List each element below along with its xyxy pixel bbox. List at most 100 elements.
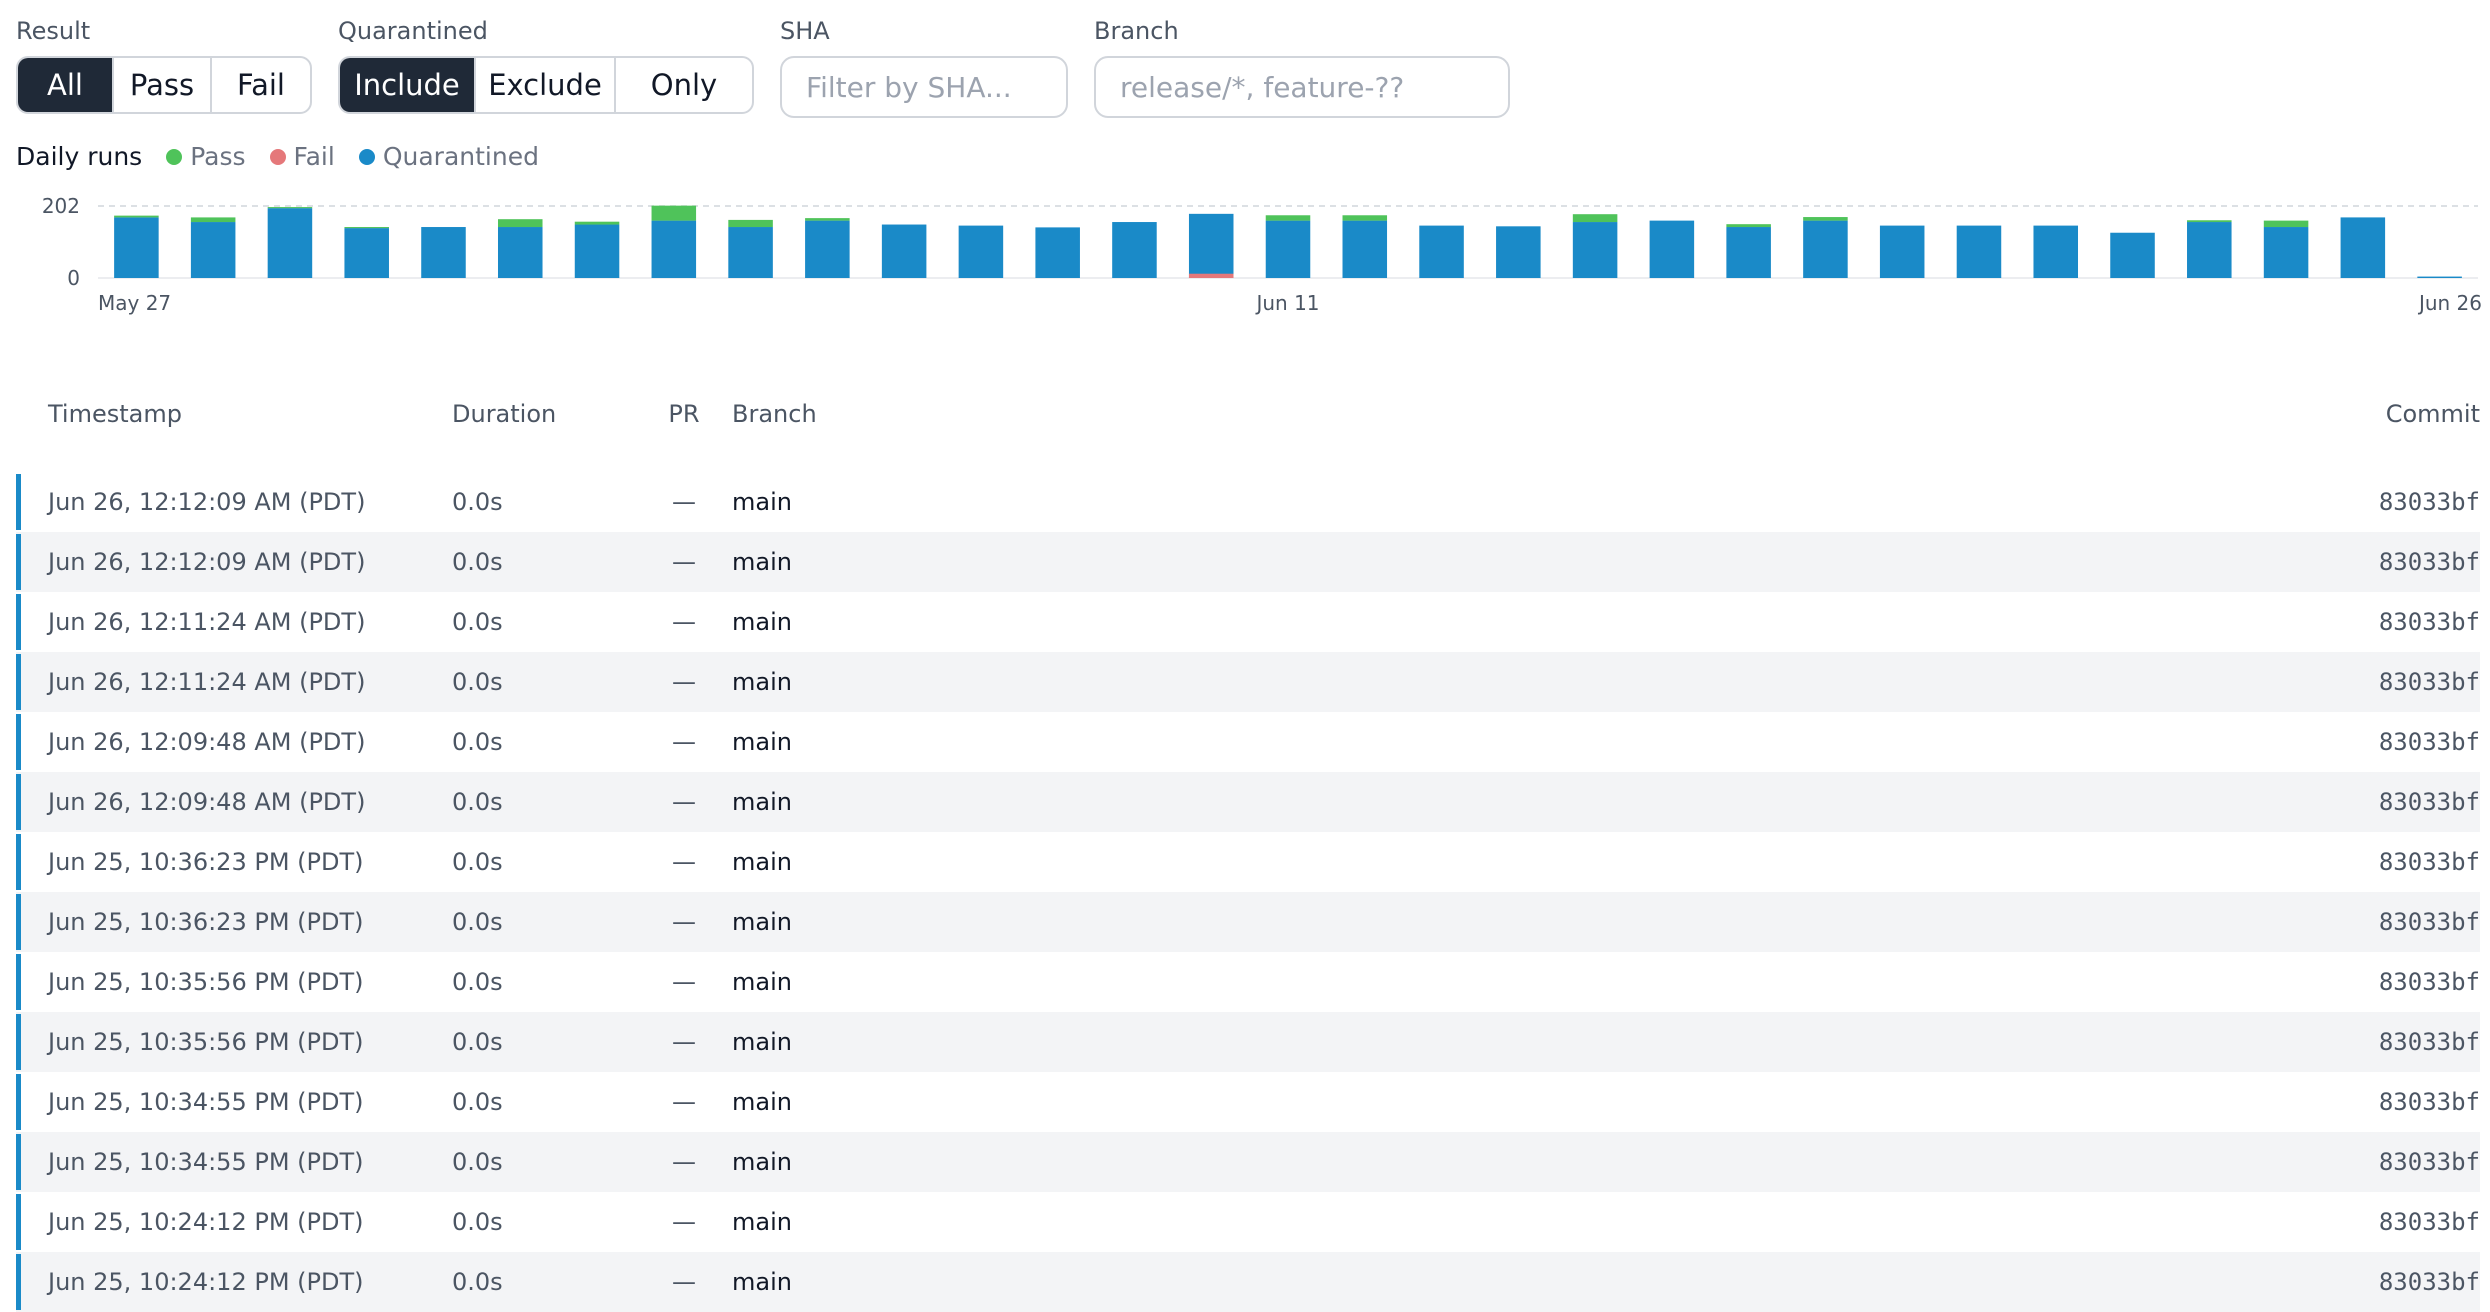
commit-cell[interactable]: 83033bf xyxy=(2378,1208,2480,1236)
table-body: Jun 26, 12:12:09 AM (PDT) 0.0s — main 83033b… xyxy=(16,472,2480,1312)
pr-cell: — xyxy=(672,1028,696,1056)
table-row[interactable]: Jun 25, 10:34:55 PM (PDT) 0.0s — main 83033b… xyxy=(16,1132,2480,1192)
table-row[interactable]: Jun 26, 12:09:48 AM (PDT) 0.0s — main 83033b… xyxy=(16,712,2480,772)
bar-segment-pass xyxy=(574,221,620,225)
commit-cell[interactable]: 83033bf xyxy=(2378,1088,2480,1116)
bar-segment-pass xyxy=(497,219,543,228)
quarantined-segmented-control: Include Exclude Only xyxy=(338,56,754,114)
timestamp-cell: Jun 26, 12:09:48 AM (PDT) xyxy=(48,728,366,756)
branch-cell: main xyxy=(732,848,792,876)
table-row[interactable]: Jun 25, 10:36:23 PM (PDT) 0.0s — main 83033b… xyxy=(16,832,2480,892)
table-row[interactable]: Jun 26, 12:12:09 AM (PDT) 0.0s — main 83033b… xyxy=(16,532,2480,592)
branch-cell: main xyxy=(732,548,792,576)
branch-cell: main xyxy=(732,1268,792,1296)
table-row[interactable]: Jun 25, 10:36:23 PM (PDT) 0.0s — main 83033b… xyxy=(16,892,2480,952)
commit-cell[interactable]: 83033bf xyxy=(2378,788,2480,816)
table-row[interactable]: Jun 25, 10:34:55 PM (PDT) 0.0s — main 83033b… xyxy=(16,1072,2480,1132)
duration-cell: 0.0s xyxy=(452,1148,503,1176)
duration-cell: 0.0s xyxy=(452,728,503,756)
commit-cell[interactable]: 83033bf xyxy=(2378,908,2480,936)
bar-segment-quarantined xyxy=(2417,276,2462,278)
bar-segment-quarantined xyxy=(1956,225,2002,278)
bar-segment-quarantined xyxy=(344,228,389,278)
bar-segment-pass xyxy=(1342,215,1388,221)
branch-cell: main xyxy=(732,788,792,816)
pr-cell: — xyxy=(672,548,696,576)
bar-segment-quarantined xyxy=(1649,220,1695,278)
duration-cell: 0.0s xyxy=(452,548,503,576)
bar-segment-pass xyxy=(190,217,236,223)
legend-label-quarantined: Quarantined xyxy=(382,142,539,171)
table-row[interactable]: Jun 25, 10:35:56 PM (PDT) 0.0s — main 83033b… xyxy=(16,952,2480,1012)
duration-cell: 0.0s xyxy=(452,788,503,816)
branch-cell: main xyxy=(732,728,792,756)
legend-label-fail: Fail xyxy=(293,142,335,171)
result-option-all[interactable]: All xyxy=(18,58,114,112)
quarantined-option-only[interactable]: Only xyxy=(650,68,718,102)
duration-cell: 0.0s xyxy=(452,1268,503,1296)
column-header-commit[interactable]: Commit xyxy=(2385,400,2480,428)
table-row[interactable]: Jun 25, 10:24:12 PM (PDT) 0.0s — main 83033b… xyxy=(16,1252,2480,1312)
legend-item-pass: Pass xyxy=(166,142,246,171)
commit-cell[interactable]: 83033bf xyxy=(2378,1268,2480,1296)
duration-cell: 0.0s xyxy=(452,488,503,516)
table-row[interactable]: Jun 26, 12:11:24 AM (PDT) 0.0s — main 83033b… xyxy=(16,652,2480,712)
commit-cell[interactable]: 83033bf xyxy=(2378,488,2480,516)
quarantined-filter: Quarantined Include Exclude Only xyxy=(338,16,754,118)
pr-cell: — xyxy=(672,788,696,816)
bar-segment-quarantined xyxy=(267,208,313,278)
bar-segment-quarantined xyxy=(421,227,466,278)
duration-cell: 0.0s xyxy=(452,848,503,876)
pr-cell: — xyxy=(672,848,696,876)
duration-cell: 0.0s xyxy=(452,608,503,636)
commit-cell[interactable]: 83033bf xyxy=(2378,548,2480,576)
commit-cell[interactable]: 83033bf xyxy=(2378,668,2480,696)
commit-cell[interactable]: 83033bf xyxy=(2378,968,2480,996)
table-row[interactable]: Jun 26, 12:11:24 AM (PDT) 0.0s — main 83033b… xyxy=(16,592,2480,652)
commit-cell[interactable]: 83033bf xyxy=(2378,848,2480,876)
bar-segment-quarantined xyxy=(2340,217,2386,278)
bar-segment-quarantined xyxy=(1342,220,1388,278)
daily-runs-chart: 202 0 May 27 Jun 11 Jun 26 xyxy=(42,194,2482,315)
column-header-branch[interactable]: Branch xyxy=(732,400,817,428)
table-row[interactable]: Jun 26, 12:09:48 AM (PDT) 0.0s — main 83033b… xyxy=(16,772,2480,832)
timestamp-cell: Jun 25, 10:34:55 PM (PDT) xyxy=(48,1088,364,1116)
bar-segment-pass xyxy=(1726,224,1771,228)
branch-cell: main xyxy=(732,1148,792,1176)
result-option-fail[interactable]: Fail xyxy=(237,68,285,102)
column-header-timestamp[interactable]: Timestamp xyxy=(48,400,182,428)
sha-input[interactable] xyxy=(780,56,1068,118)
column-header-pr[interactable]: PR xyxy=(668,400,700,428)
branch-input[interactable] xyxy=(1094,56,1510,118)
sha-filter: SHA xyxy=(780,16,1068,118)
filter-bar: Result All Pass Fail Quarantined Include… xyxy=(16,16,1510,118)
quarantined-option-exclude[interactable]: Exclude xyxy=(476,58,616,112)
commit-cell[interactable]: 83033bf xyxy=(2378,608,2480,636)
timestamp-cell: Jun 26, 12:11:24 AM (PDT) xyxy=(48,608,366,636)
commit-cell[interactable]: 83033bf xyxy=(2378,1148,2480,1176)
bar-segment-fail xyxy=(1188,273,1234,278)
bar-segment-quarantined xyxy=(114,217,159,278)
commit-cell[interactable]: 83033bf xyxy=(2378,728,2480,756)
bar-segment-quarantined xyxy=(728,227,773,278)
bar-segment-quarantined xyxy=(2263,227,2309,278)
bar-segment-pass xyxy=(1265,215,1311,221)
branch-cell: main xyxy=(732,488,792,516)
bar-segment-quarantined xyxy=(1188,213,1234,278)
pr-cell: — xyxy=(672,1208,696,1236)
bar-segment-pass xyxy=(344,227,389,229)
table-row[interactable]: Jun 25, 10:24:12 PM (PDT) 0.0s — main 83033b… xyxy=(16,1192,2480,1252)
bar-segment-pass xyxy=(728,219,773,228)
result-option-pass[interactable]: Pass xyxy=(114,58,212,112)
quarantined-option-include[interactable]: Include xyxy=(340,58,476,112)
bar-segment-quarantined xyxy=(1035,227,1080,278)
branch-cell: main xyxy=(732,608,792,636)
table-row[interactable]: Jun 25, 10:35:56 PM (PDT) 0.0s — main 83033b… xyxy=(16,1012,2480,1072)
commit-cell[interactable]: 83033bf xyxy=(2378,1028,2480,1056)
timestamp-cell: Jun 26, 12:09:48 AM (PDT) xyxy=(48,788,366,816)
table-row[interactable]: Jun 26, 12:12:09 AM (PDT) 0.0s — main 83033b… xyxy=(16,472,2480,532)
column-header-duration[interactable]: Duration xyxy=(452,400,557,428)
timestamp-cell: Jun 25, 10:36:23 PM (PDT) xyxy=(48,848,364,876)
bar-segment-quarantined xyxy=(1879,225,1925,278)
chart-legend: Daily runs Pass Fail Quarantined xyxy=(16,142,563,171)
